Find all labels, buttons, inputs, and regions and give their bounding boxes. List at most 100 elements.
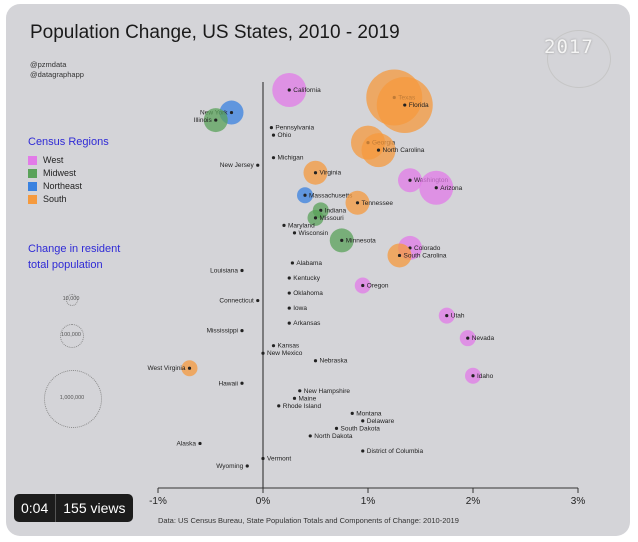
legend-item-midwest: Midwest <box>28 168 76 178</box>
x-tick-label-3: 2% <box>466 496 481 507</box>
label-missouri: Missouri <box>320 215 344 222</box>
point-idaho <box>471 374 475 378</box>
point-new-mexico <box>261 351 265 355</box>
label-new-jersey: New Jersey <box>220 162 255 169</box>
chart-title: Population Change, US States, 2010 - 201… <box>30 22 400 43</box>
label-alabama: Alabama <box>296 260 322 267</box>
label-oklahoma: Oklahoma <box>293 290 323 297</box>
label-montana: Montana <box>356 410 382 417</box>
size-circle-large <box>44 370 102 428</box>
label-wyoming: Wyoming <box>216 463 243 470</box>
legend-swatch-northeast <box>28 181 37 191</box>
point-kentucky <box>287 276 291 280</box>
point-north-carolina <box>376 148 381 152</box>
size-label-small: 10,000 <box>62 296 80 302</box>
point-south-carolina <box>397 253 402 258</box>
point-california <box>287 88 291 92</box>
point-hawaii <box>240 381 244 385</box>
legend-title: Census Regions <box>28 136 109 148</box>
label-virginia: Virginia <box>320 170 342 177</box>
year-ring <box>547 30 611 88</box>
label-idaho: Idaho <box>477 373 494 380</box>
point-maine <box>292 396 297 400</box>
point-nevada <box>466 336 470 340</box>
label-maine: Maine <box>299 395 317 402</box>
point-ohio <box>271 133 276 137</box>
size-circle-small <box>66 294 78 306</box>
point-alabama <box>290 261 294 265</box>
label-north-carolina: North Carolina <box>383 147 425 154</box>
size-legend-title-2: total population <box>28 259 103 271</box>
point-south-dakota <box>334 426 339 430</box>
label-kansas: Kansas <box>278 343 300 350</box>
point-kansas <box>271 344 276 348</box>
video-time: 0:04 <box>21 500 49 516</box>
size-label-large: 1,000,000 <box>59 395 85 401</box>
label-arkansas: Arkansas <box>293 320 321 327</box>
legend-swatch-west <box>28 155 37 165</box>
point-indiana <box>319 208 323 212</box>
label-michigan: Michigan <box>278 155 304 162</box>
point-minnesota <box>340 238 344 242</box>
point-oklahoma <box>287 291 291 295</box>
label-pennsylvania: Pennsylvania <box>275 125 314 132</box>
point-wyoming <box>245 464 249 468</box>
label-west-virginia: West Virginia <box>147 365 185 372</box>
label-wisconsin: Wisconsin <box>299 230 329 237</box>
point-north-dakota <box>308 434 312 438</box>
label-utah: Utah <box>451 313 465 320</box>
label-nevada: Nevada <box>472 335 495 342</box>
point-tennessee <box>355 201 360 205</box>
label-oregon: Oregon <box>367 283 389 290</box>
label-new-mexico: New Mexico <box>267 350 303 357</box>
label-louisiana: Louisiana <box>210 267 238 274</box>
chart-panel: Population Change, US States, 2010 - 201… <box>6 4 630 536</box>
legend-label-west: West <box>43 155 64 165</box>
label-nebraska: Nebraska <box>320 358 348 365</box>
label-maryland: Maryland <box>288 222 315 229</box>
label-illinois: Illinois <box>194 117 213 124</box>
point-louisiana <box>240 268 244 273</box>
point-pennsylvania <box>269 126 273 130</box>
label-hawaii: Hawaii <box>218 380 238 387</box>
point-utah <box>445 314 449 318</box>
point-vermont <box>261 456 265 461</box>
point-missouri <box>313 216 318 220</box>
point-wisconsin <box>292 231 297 235</box>
label-iowa: Iowa <box>293 305 307 312</box>
legend-swatch-midwest <box>28 168 37 178</box>
label-mississippi: Mississippi <box>207 328 238 335</box>
size-label-medium: 100,000 <box>61 332 81 338</box>
point-new-hampshire <box>298 389 302 393</box>
x-tick-label-2: 1% <box>361 496 376 507</box>
legend-label-midwest: Midwest <box>43 168 77 178</box>
label-alaska: Alaska <box>176 440 196 447</box>
point-virginia <box>313 171 318 175</box>
legend-item-west: West <box>28 155 63 165</box>
point-florida <box>403 103 407 107</box>
handle-pzmdata: @pzmdata <box>30 60 67 69</box>
point-oregon <box>361 283 365 288</box>
point-district-of-columbia <box>361 449 365 453</box>
source-note: Data: US Census Bureau, State Population… <box>158 516 459 525</box>
legend-swatch-south <box>28 194 37 204</box>
point-arizona <box>434 186 438 190</box>
video-badge[interactable]: 0:04 155 views <box>14 494 133 522</box>
label-ohio: Ohio <box>278 132 292 139</box>
label-rhode-island: Rhode Island <box>283 403 322 410</box>
size-circle-medium <box>60 324 84 348</box>
label-vermont: Vermont <box>267 455 291 462</box>
label-arizona: Arizona <box>440 185 462 192</box>
point-west-virginia <box>187 366 192 370</box>
size-legend-title-1: Change in resident <box>28 243 121 255</box>
label-colorado: Colorado <box>414 245 441 252</box>
point-washington <box>408 178 412 182</box>
point-new-york <box>229 110 234 115</box>
point-iowa <box>287 306 291 310</box>
point-connecticut <box>256 298 260 303</box>
point-alaska <box>198 441 202 446</box>
point-new-jersey <box>256 163 260 167</box>
video-views: 155 views <box>63 500 126 516</box>
label-indiana: Indiana <box>325 207 347 214</box>
